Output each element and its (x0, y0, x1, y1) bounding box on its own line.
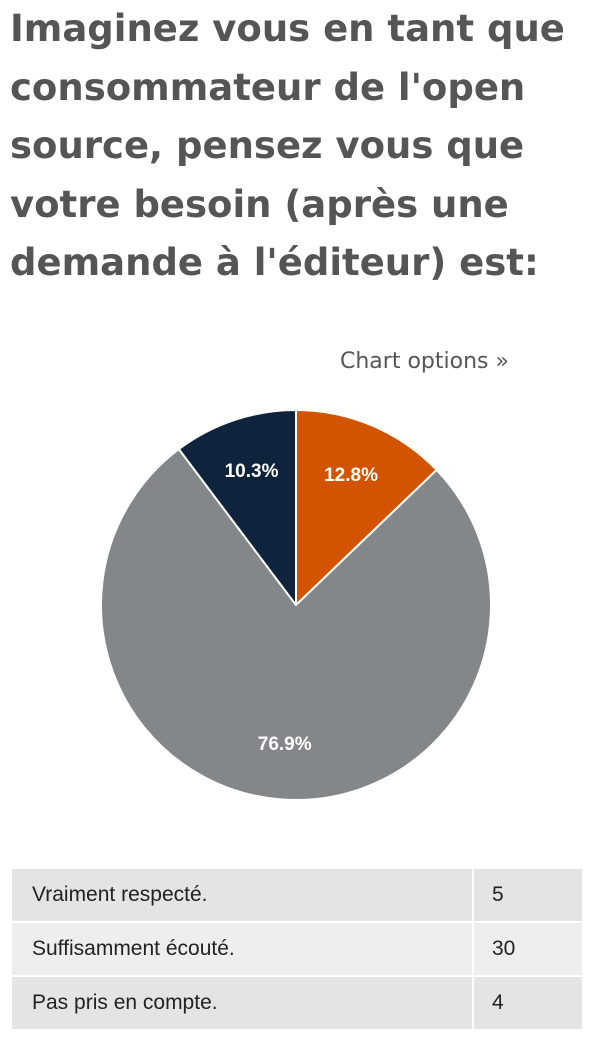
table-row: Pas pris en compte. 4 (12, 976, 582, 1031)
table-row: Suffisamment écouté. 30 (12, 922, 582, 977)
question-title: Imaginez vous en tant que consommateur d… (10, 7, 565, 284)
pie-chart: 12.8% 76.9% 10.3% (100, 409, 492, 801)
pie-slice[interactable] (100, 448, 492, 801)
answer-label: Vraiment respecté. (12, 869, 473, 923)
pie-slice[interactable] (295, 409, 438, 606)
slice-percent-label: 76.9% (258, 734, 312, 755)
answer-count: 4 (472, 976, 582, 1031)
answer-label: Suffisamment écouté. (12, 922, 473, 977)
table-row: Vraiment respecté. 5 (12, 869, 582, 923)
answer-count: 30 (472, 922, 582, 977)
answer-count: 5 (472, 869, 582, 923)
answer-label: Pas pris en compte. (12, 976, 473, 1031)
slice-percent-label: 10.3% (225, 461, 279, 482)
slice-percent-label: 12.8% (324, 465, 378, 486)
pie-slice[interactable] (177, 409, 297, 606)
results-table: Vraiment respecté. 5 Suffisamment écouté… (12, 869, 582, 1031)
chart-options-link[interactable]: Chart options » (340, 349, 509, 374)
